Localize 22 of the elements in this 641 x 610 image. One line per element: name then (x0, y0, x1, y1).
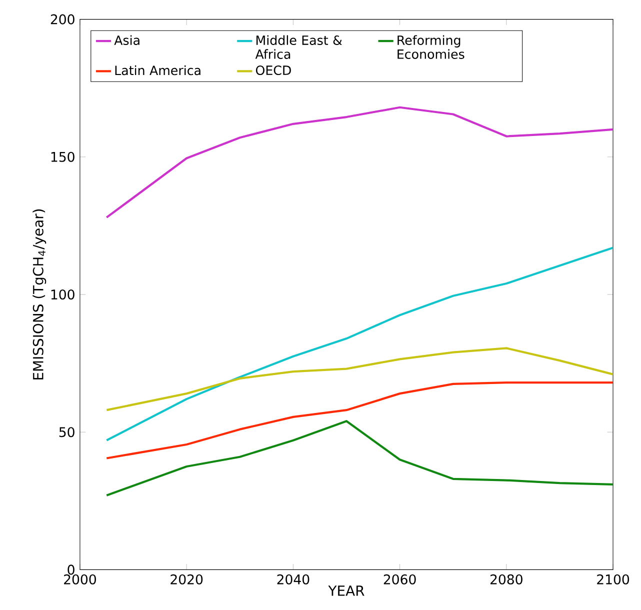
x-tick-label: 2020 (170, 574, 203, 585)
y-tick-label: 150 (51, 152, 74, 162)
line-series (106, 420, 614, 497)
line-series (106, 246, 614, 442)
legend-label: Reforming Economies (398, 35, 464, 60)
x-tick-label: 2000 (64, 574, 96, 585)
legend-label: Asia (114, 35, 140, 46)
x-tick-label: 2100 (597, 574, 630, 585)
legend-label: Middle East & Africa (255, 35, 342, 60)
legend-label: OECD (256, 66, 291, 76)
y-axis-title: EMISSIONS (TgCH$_{4}$/year) (32, 210, 46, 380)
x-tick-label: 2080 (490, 574, 522, 585)
legend-label: Latin America (115, 66, 200, 76)
x-tick-label: 2040 (277, 574, 310, 585)
x-axis-title: YEAR (328, 586, 364, 596)
y-tick-label: 50 (59, 427, 74, 438)
x-tick-label: 2060 (384, 574, 416, 585)
y-tick-label: 0 (68, 564, 74, 575)
line-series (106, 106, 614, 219)
line-series (106, 347, 614, 412)
y-tick-label: 200 (50, 14, 74, 24)
y-tick-label: 100 (51, 290, 74, 300)
